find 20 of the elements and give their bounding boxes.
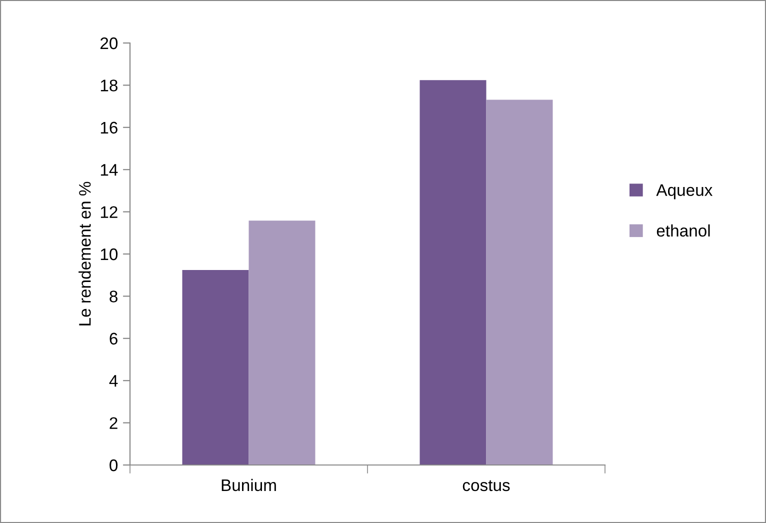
y-tick-label: 12 bbox=[100, 206, 118, 218]
bar bbox=[486, 100, 553, 465]
y-tick-label: 10 bbox=[100, 248, 118, 260]
y-axis-title: Le rendement en % bbox=[78, 182, 91, 326]
y-tick-label: 16 bbox=[100, 122, 118, 134]
bar bbox=[420, 80, 486, 465]
bar bbox=[182, 270, 249, 465]
y-tick-label: 6 bbox=[110, 332, 118, 345]
legend-label: Aqueux bbox=[656, 184, 713, 200]
y-tick-label: 4 bbox=[109, 375, 118, 387]
legend-label: ethanol bbox=[656, 224, 710, 237]
y-tick-label: 18 bbox=[100, 80, 118, 92]
y-tick-label: 2 bbox=[110, 417, 118, 429]
y-tick-label: 20 bbox=[100, 37, 118, 50]
bar bbox=[248, 220, 316, 465]
y-tick-label: 14 bbox=[100, 164, 118, 176]
y-tick-label: 0 bbox=[110, 459, 118, 472]
x-tick-label: costus bbox=[462, 480, 510, 492]
y-tick-label: 8 bbox=[110, 290, 118, 302]
x-tick-label: Bunium bbox=[222, 478, 276, 492]
